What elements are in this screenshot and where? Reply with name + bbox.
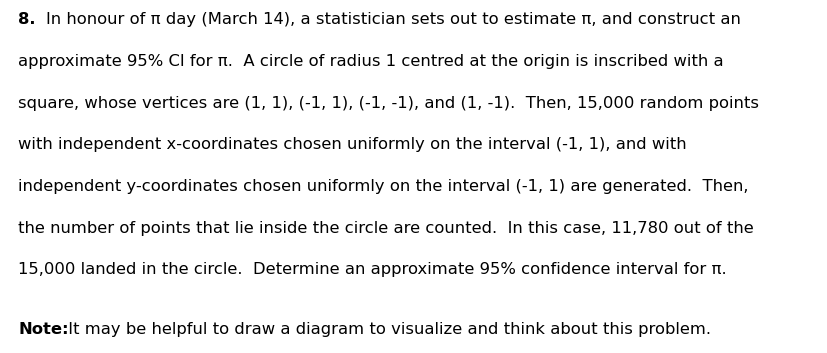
Text: 15,000 landed in the circle.  Determine an approximate 95% confidence interval f: 15,000 landed in the circle. Determine a… (18, 262, 726, 277)
Text: 8.: 8. (18, 12, 36, 27)
Text: It may be helpful to draw a diagram to visualize and think about this problem.: It may be helpful to draw a diagram to v… (63, 322, 710, 336)
Text: the number of points that lie inside the circle are counted.  In this case, 11,7: the number of points that lie inside the… (18, 221, 753, 235)
Text: In honour of π day (March 14), a statistician sets out to estimate π, and constr: In honour of π day (March 14), a statist… (46, 12, 740, 27)
Text: approximate 95% CI for π.  A circle of radius 1 centred at the origin is inscrib: approximate 95% CI for π. A circle of ra… (18, 54, 723, 69)
Text: square, whose vertices are (1, 1), (-1, 1), (-1, -1), and (1, -1).  Then, 15,000: square, whose vertices are (1, 1), (-1, … (18, 96, 758, 110)
Text: Note:: Note: (18, 322, 69, 336)
Text: independent y-coordinates chosen uniformly on the interval (-1, 1) are generated: independent y-coordinates chosen uniform… (18, 179, 748, 194)
Text: with independent x-coordinates chosen uniformly on the interval (-1, 1), and wit: with independent x-coordinates chosen un… (18, 137, 686, 152)
